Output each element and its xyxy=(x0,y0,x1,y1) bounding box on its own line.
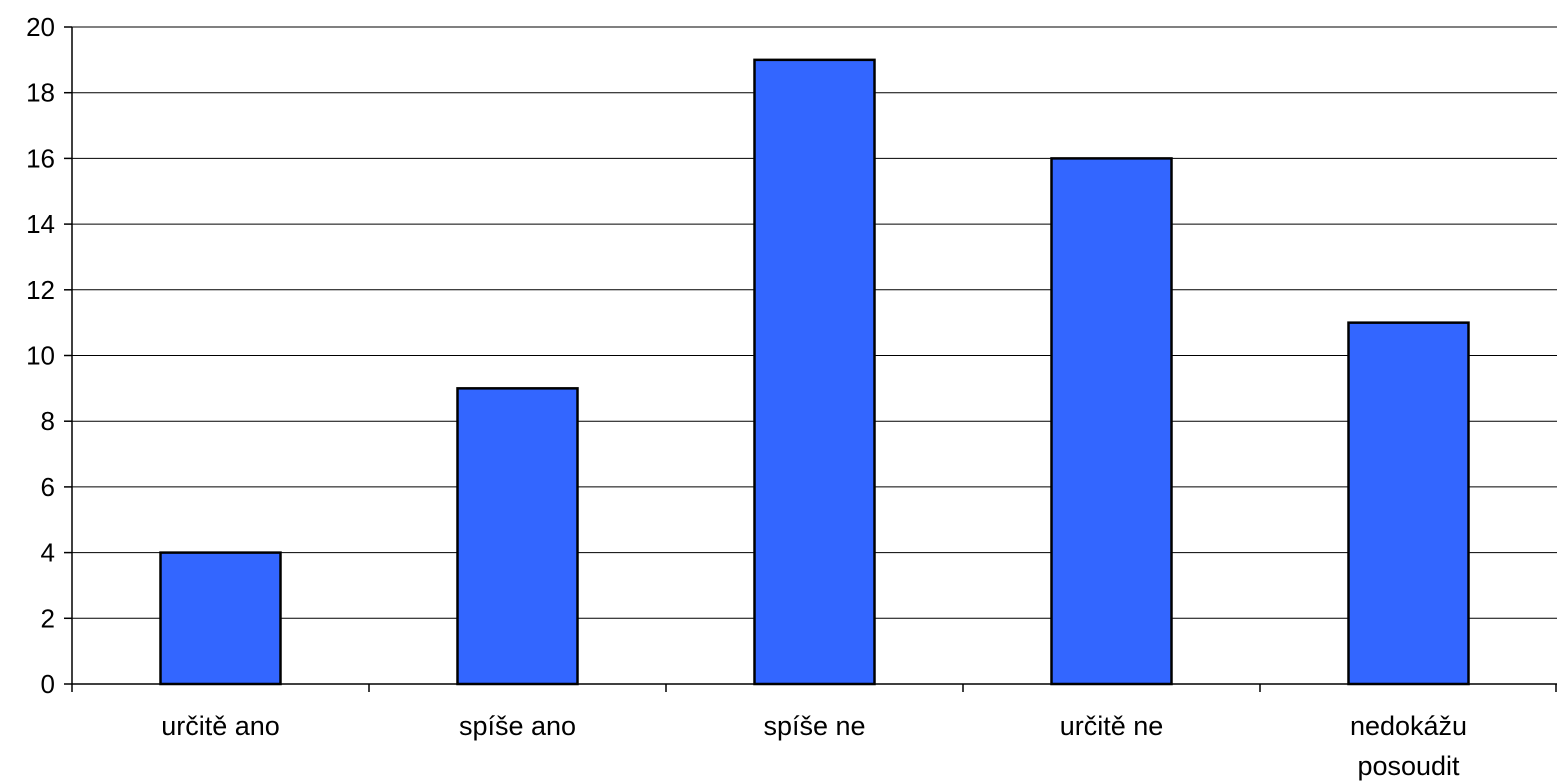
y-axis-tick-labels: 0 2 4 6 8 10 12 14 16 18 20 xyxy=(26,12,55,699)
x-category-label: určitě ano xyxy=(161,711,280,741)
y-tick-label: 8 xyxy=(41,406,55,436)
bar-2 xyxy=(753,58,876,686)
bars xyxy=(159,58,1470,686)
x-category-label: spíše ano xyxy=(459,711,576,741)
y-tick-label: 18 xyxy=(26,78,55,108)
y-tick-label: 0 xyxy=(41,669,55,699)
bar-1 xyxy=(456,387,579,686)
x-category-label: spíše ne xyxy=(763,711,865,741)
bar-3 xyxy=(1050,157,1173,686)
x-category-label: posoudit xyxy=(1357,751,1460,781)
y-tick-label: 10 xyxy=(26,341,55,371)
y-tick-label: 14 xyxy=(26,209,55,239)
y-tick-label: 16 xyxy=(26,143,55,173)
x-category-label: nedokážu xyxy=(1350,711,1467,741)
x-category-label: určitě ne xyxy=(1060,711,1164,741)
bar-4 xyxy=(1347,321,1470,686)
y-tick-label: 6 xyxy=(41,472,55,502)
y-tick-label: 4 xyxy=(41,538,55,568)
bar-0 xyxy=(159,551,282,686)
y-tick-label: 2 xyxy=(41,603,55,633)
y-tick-label: 20 xyxy=(26,12,55,42)
y-tick-label: 12 xyxy=(26,275,55,305)
x-axis-category-labels: určitě ano spíše ano spíše ne určitě ne nedo… xyxy=(161,711,1467,781)
axes xyxy=(64,26,1557,692)
